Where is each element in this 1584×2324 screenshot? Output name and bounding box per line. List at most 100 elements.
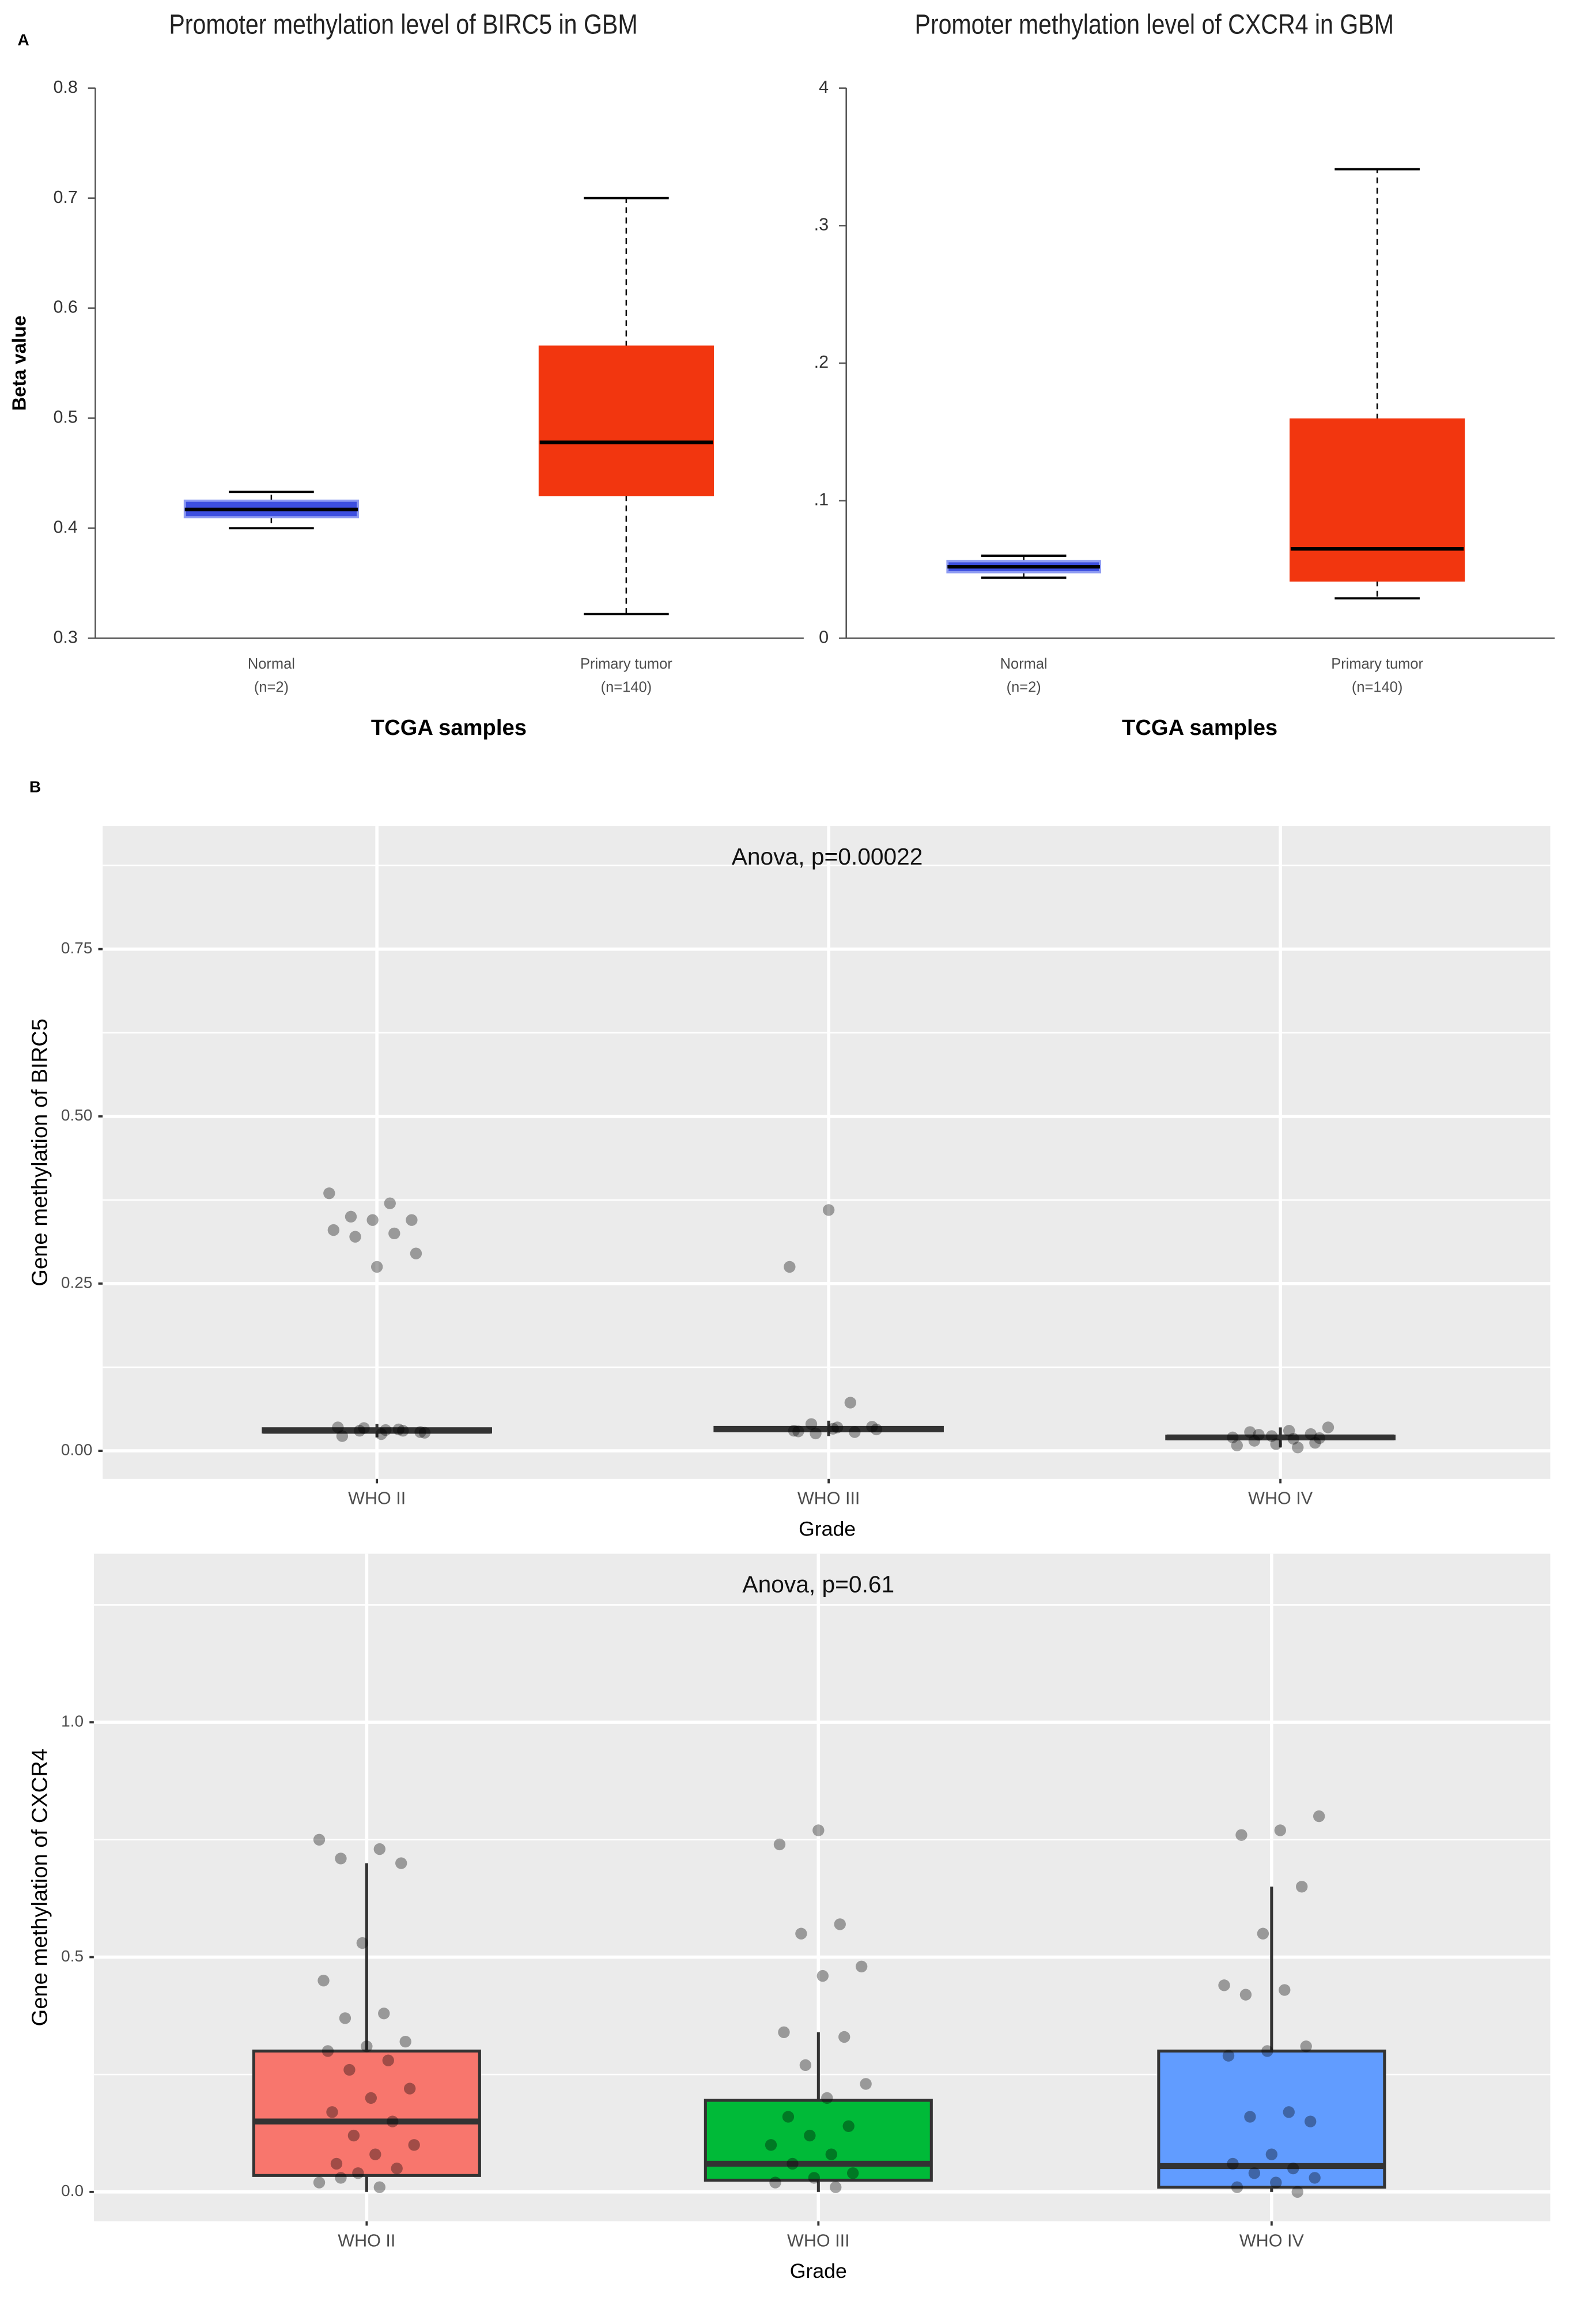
- point: [373, 2181, 385, 2193]
- point: [313, 2176, 326, 2189]
- point: [373, 1843, 385, 1855]
- chart-title: Promoter methylation level of BIRC5 in G…: [169, 8, 637, 40]
- point: [1265, 2148, 1278, 2160]
- point: [1305, 2115, 1317, 2127]
- y-axis-label: Gene methylation of BIRC5: [27, 1018, 52, 1286]
- y-tick-label: 0.5: [61, 1947, 84, 1965]
- x-tick-label: Normal: [1000, 656, 1048, 672]
- point: [356, 1937, 369, 1949]
- point: [773, 1838, 786, 1851]
- x-tick-label: WHO III: [787, 2231, 850, 2250]
- point: [812, 1824, 825, 1836]
- x-tick-label: WHO IV: [1248, 1488, 1313, 1508]
- point: [387, 2115, 399, 2127]
- point: [406, 1214, 418, 1226]
- point: [838, 2031, 850, 2043]
- x-axis-label: Grade: [799, 1517, 856, 1540]
- y-tick-label: 0: [819, 627, 829, 647]
- point: [345, 1210, 357, 1223]
- point: [784, 1261, 796, 1273]
- y-tick-label: 0.7: [53, 187, 77, 207]
- x-tick-label: WHO II: [348, 1488, 406, 1508]
- point: [403, 2082, 416, 2095]
- y-tick-label: 4: [819, 77, 829, 97]
- y-tick-label: 0.75: [61, 939, 92, 957]
- point: [804, 2129, 816, 2142]
- point: [365, 2092, 377, 2104]
- point: [799, 2059, 812, 2072]
- point: [1231, 2181, 1243, 2193]
- point: [380, 1424, 392, 1436]
- x-tick-sublabel: (n=140): [601, 680, 652, 696]
- point: [388, 1227, 400, 1240]
- point: [1222, 2050, 1235, 2062]
- point: [849, 1426, 861, 1438]
- box: [1290, 418, 1465, 582]
- point: [808, 2172, 821, 2184]
- point: [375, 1428, 387, 1440]
- point: [371, 1261, 383, 1273]
- point: [1305, 1428, 1317, 1440]
- plot-panel: [103, 826, 1551, 1479]
- chart-title: Promoter methylation level of CXCR4 in G…: [914, 8, 1393, 40]
- point: [792, 1425, 804, 1438]
- point: [322, 2045, 334, 2057]
- y-tick-label: 0.00: [61, 1440, 92, 1458]
- point: [870, 1423, 883, 1436]
- x-tick-label: WHO III: [797, 1488, 860, 1508]
- point: [778, 2026, 790, 2039]
- point: [787, 2157, 799, 2170]
- y-tick-label: 1.0: [61, 1712, 84, 1730]
- point: [1227, 1431, 1239, 1444]
- x-tick-label: Normal: [248, 656, 295, 672]
- point: [414, 1426, 426, 1438]
- point: [395, 1857, 407, 1869]
- y-tick-label: 0.5: [53, 408, 77, 427]
- point: [782, 2111, 795, 2123]
- point: [1283, 2106, 1295, 2118]
- point: [1248, 1435, 1261, 1447]
- point: [410, 1247, 422, 1259]
- point: [834, 1918, 846, 1930]
- point: [353, 1425, 366, 1437]
- y-tick-label: .3: [814, 214, 829, 234]
- y-axis-label: Beta value: [9, 315, 30, 410]
- point: [788, 1425, 800, 1437]
- point: [1253, 1429, 1265, 1441]
- y-axis-label: Gene methylation of CXCR4: [27, 1749, 52, 2027]
- panel-label: A: [18, 31, 29, 49]
- point: [1296, 1881, 1308, 1893]
- point: [361, 2040, 373, 2053]
- point: [1313, 1810, 1325, 1823]
- point: [1300, 2040, 1312, 2053]
- panel-label: B: [29, 778, 41, 795]
- point: [866, 1421, 878, 1433]
- point: [1257, 1927, 1269, 1940]
- point: [795, 1927, 807, 1940]
- point: [1313, 1432, 1326, 1444]
- point: [831, 1421, 844, 1433]
- point: [1235, 1829, 1247, 1841]
- x-tick-sublabel: (n=2): [1007, 680, 1041, 696]
- box: [252, 2049, 481, 2177]
- x-tick-sublabel: (n=140): [1352, 680, 1402, 696]
- box: [538, 345, 714, 497]
- point: [1274, 1824, 1286, 1836]
- x-tick-sublabel: (n=2): [254, 680, 289, 696]
- point: [765, 2139, 777, 2151]
- point: [1291, 2186, 1303, 2198]
- point: [842, 2120, 855, 2132]
- point: [844, 1397, 856, 1409]
- point: [1261, 2045, 1273, 2057]
- point: [352, 2167, 364, 2179]
- point: [369, 2148, 381, 2160]
- point: [418, 1427, 431, 1439]
- point: [378, 2008, 390, 2020]
- point: [1270, 2176, 1282, 2189]
- point: [391, 2162, 403, 2175]
- point: [827, 1423, 839, 1435]
- point: [339, 2012, 351, 2024]
- point: [769, 2176, 781, 2189]
- y-tick-label: 0.0: [61, 2182, 84, 2200]
